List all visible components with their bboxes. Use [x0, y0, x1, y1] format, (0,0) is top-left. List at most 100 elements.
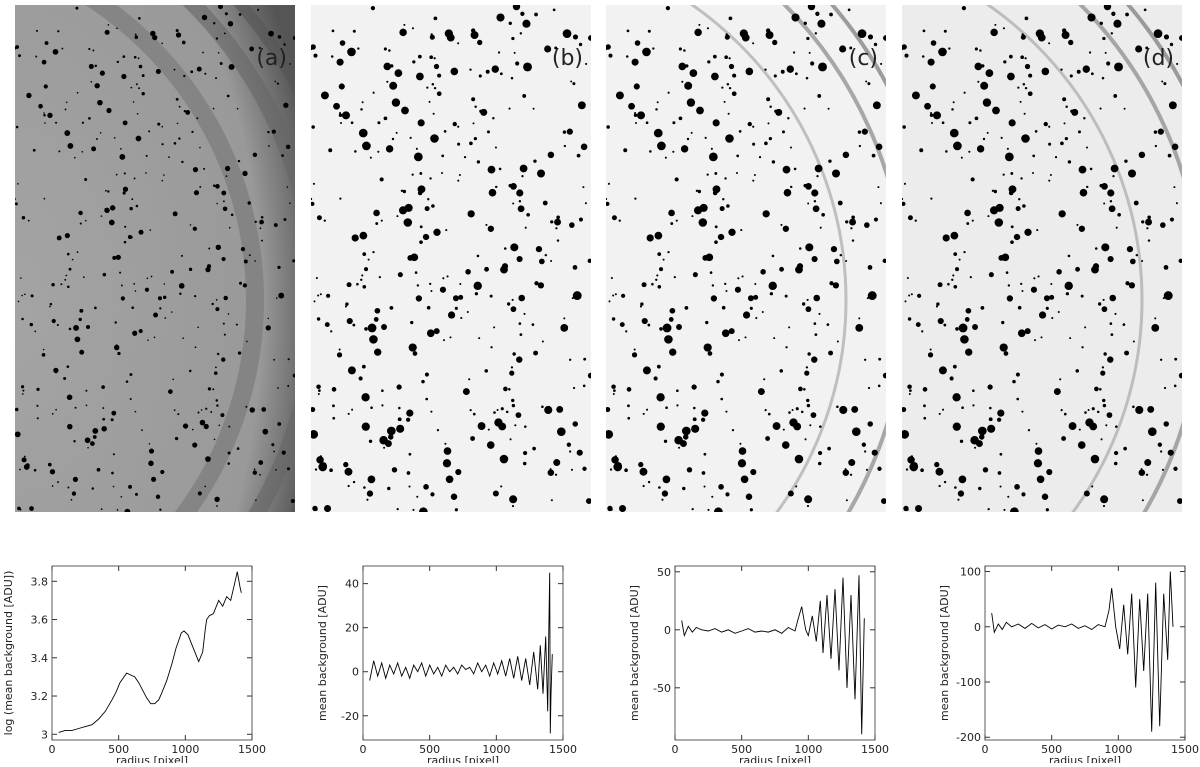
star	[669, 307, 676, 314]
star	[572, 421, 578, 427]
star	[64, 232, 70, 239]
star	[879, 202, 882, 205]
star	[556, 405, 564, 413]
star	[771, 160, 776, 164]
star	[955, 327, 959, 331]
star	[43, 197, 46, 200]
star	[681, 426, 691, 436]
star	[457, 125, 460, 128]
star	[1115, 226, 1118, 229]
star	[1080, 294, 1084, 298]
star	[388, 49, 391, 52]
star	[541, 405, 544, 409]
star	[986, 131, 989, 134]
star	[508, 21, 512, 25]
star	[1163, 82, 1167, 86]
star	[990, 28, 998, 37]
star	[74, 406, 77, 409]
star	[800, 410, 804, 414]
star	[134, 290, 137, 292]
star	[572, 386, 576, 390]
panel-label: (c)	[849, 46, 878, 71]
star	[511, 36, 515, 41]
star	[847, 8, 851, 12]
star	[218, 5, 223, 10]
star	[977, 80, 980, 83]
star	[904, 300, 907, 303]
star	[479, 109, 483, 113]
y-tick-label: 3.8	[31, 575, 49, 588]
star	[370, 5, 376, 11]
star	[289, 202, 291, 204]
star	[614, 293, 617, 296]
star	[1003, 60, 1007, 64]
star	[1096, 410, 1100, 414]
star	[467, 210, 475, 218]
star	[670, 222, 674, 225]
star	[100, 508, 103, 511]
star	[491, 65, 499, 73]
star	[943, 480, 947, 484]
star	[867, 82, 871, 86]
star	[721, 305, 726, 310]
star	[468, 378, 471, 381]
image-panel: (d)	[902, 5, 1182, 512]
star	[707, 60, 711, 64]
star	[792, 51, 796, 54]
star	[828, 159, 832, 163]
star	[974, 446, 977, 449]
star	[1005, 271, 1009, 274]
star	[578, 42, 583, 47]
star	[152, 34, 158, 41]
star	[855, 323, 864, 332]
star	[572, 34, 579, 40]
star	[794, 72, 798, 76]
star	[1036, 475, 1045, 484]
star	[647, 323, 651, 327]
star	[995, 203, 1004, 212]
star	[1178, 372, 1182, 379]
star	[252, 152, 258, 158]
star	[311, 201, 315, 206]
star	[808, 51, 811, 54]
star	[1037, 275, 1040, 278]
star	[982, 137, 986, 141]
star	[817, 94, 822, 98]
star	[192, 166, 199, 173]
star	[815, 11, 820, 16]
star	[389, 305, 394, 310]
star	[805, 76, 809, 80]
star	[779, 369, 784, 373]
star	[1084, 411, 1087, 414]
star	[762, 210, 770, 218]
star	[433, 86, 437, 90]
star	[1063, 412, 1067, 416]
star	[515, 412, 522, 418]
star	[462, 388, 470, 396]
star	[149, 229, 152, 231]
star	[1002, 343, 1006, 348]
star	[679, 440, 687, 448]
star	[452, 295, 459, 302]
star	[1041, 67, 1050, 76]
star	[511, 504, 515, 508]
data-line	[991, 571, 1174, 732]
star	[655, 278, 658, 281]
star	[253, 468, 256, 470]
star	[607, 182, 610, 185]
star	[424, 206, 430, 212]
star	[791, 408, 794, 412]
star	[765, 436, 770, 441]
star	[508, 107, 511, 110]
star	[511, 403, 516, 408]
star	[576, 153, 581, 158]
star	[78, 317, 82, 322]
star	[419, 240, 423, 244]
star	[999, 485, 1002, 488]
star	[404, 203, 413, 212]
star	[230, 213, 234, 217]
star	[261, 407, 267, 412]
star	[274, 80, 276, 83]
star	[678, 446, 681, 449]
star	[1035, 442, 1038, 445]
